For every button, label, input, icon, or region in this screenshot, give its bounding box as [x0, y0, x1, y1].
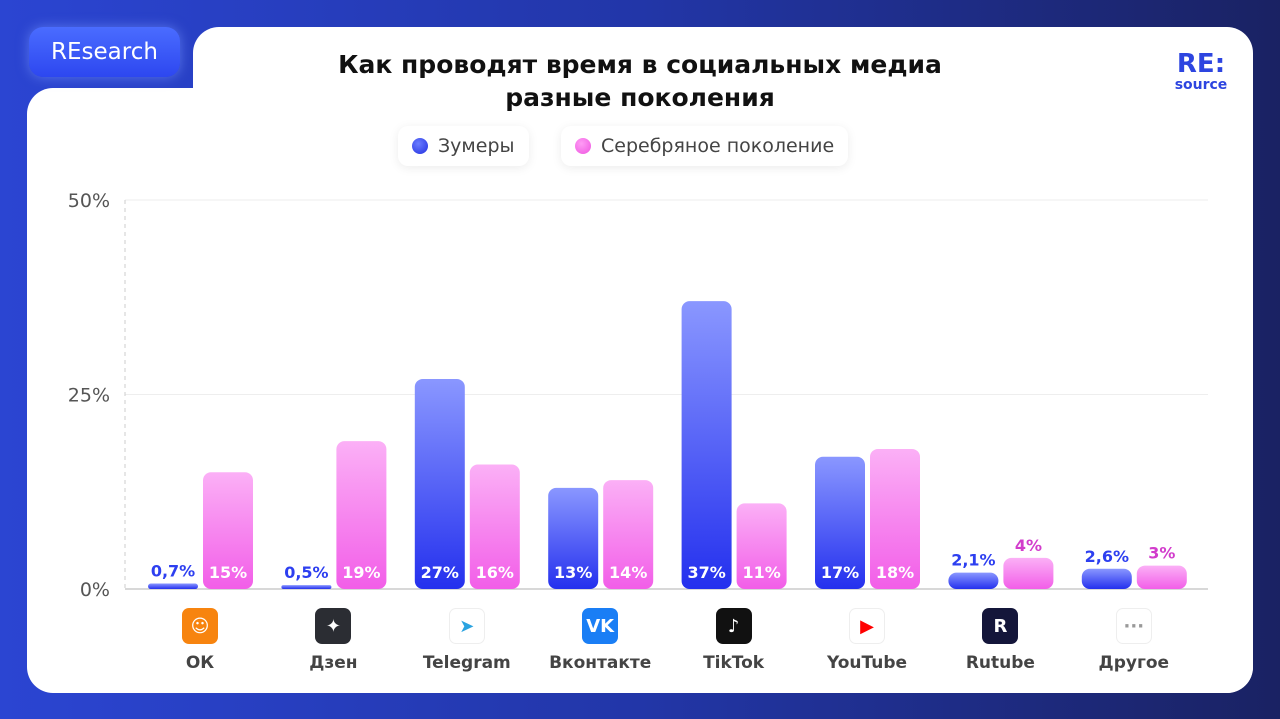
data-label: 0,5% [284, 563, 328, 582]
category-label: Дзен [309, 653, 358, 673]
bar-zoomers [1081, 568, 1132, 589]
bar-zoomers [281, 585, 332, 589]
card [27, 88, 1253, 693]
vk-icon: VK [582, 608, 619, 644]
tiktok-icon: ♪ [715, 608, 752, 644]
ok-icon: ☺ [182, 608, 218, 644]
category-label: YouTube [826, 653, 908, 673]
legend-label: Зумеры [438, 135, 515, 157]
data-label: 2,6% [1085, 547, 1129, 566]
more-icon: ··· [1115, 608, 1152, 644]
data-label: 18% [876, 563, 914, 582]
legend-dot [412, 138, 428, 154]
data-label: 15% [209, 563, 247, 582]
legend-item-silver: Серебряное поколение [561, 126, 849, 166]
bar-zoomers [815, 456, 865, 589]
dzen-icon: ✦ [315, 608, 352, 644]
bar-silver [203, 472, 253, 589]
data-label: 0,7% [151, 562, 195, 581]
logo-bottom: source [1174, 77, 1228, 93]
legend-dot [575, 138, 591, 154]
data-label: 19% [342, 563, 380, 582]
youtube-icon: ▶ [849, 608, 885, 644]
logo-top: RE: [1176, 49, 1226, 79]
data-label: 11% [742, 563, 780, 582]
category-label: Telegram [422, 653, 511, 673]
research-badge: REsearch [29, 27, 180, 77]
data-label: 4% [1015, 536, 1042, 555]
data-label: 13% [554, 563, 592, 582]
legend-label: Серебряное поколение [601, 135, 835, 157]
bar-silver [469, 464, 520, 589]
bar-zoomers [948, 572, 999, 589]
chart-title: Как проводят время в социальных медиа ра… [240, 48, 1040, 114]
telegram-icon: ➤ [448, 608, 485, 644]
data-label: 3% [1148, 544, 1175, 563]
bar-zoomers [148, 583, 198, 589]
data-label: 2,1% [951, 551, 995, 570]
category-label: Rutube [965, 653, 1035, 673]
title-line: разные поколения [505, 83, 775, 112]
bar-zoomers [414, 378, 465, 589]
category-label: TikTok [703, 653, 765, 673]
y-tick-label: 0% [80, 579, 110, 601]
category-label: Другое [1098, 653, 1170, 673]
category-label: Вконтакте [549, 653, 652, 673]
category-label: ОК [185, 653, 215, 673]
data-label: 16% [476, 563, 514, 582]
legend-item-zoomers: Зумеры [398, 126, 529, 166]
y-tick-label: 50% [68, 190, 110, 212]
y-tick-label: 25% [68, 385, 110, 407]
bar-silver [603, 480, 654, 589]
bar-zoomers [681, 301, 732, 589]
data-label: 37% [687, 563, 725, 582]
rutube-icon: R [982, 608, 1019, 644]
bar-silver [336, 441, 387, 589]
title-line: Как проводят время в социальных медиа [338, 50, 942, 79]
data-label: 14% [609, 563, 647, 582]
data-label: 27% [421, 563, 459, 582]
resource-logo: RE: source [1168, 50, 1234, 92]
data-label: 17% [821, 563, 859, 582]
bar-silver [1003, 557, 1054, 589]
bar-silver [736, 503, 787, 589]
bar-silver [1136, 565, 1187, 589]
bar-silver [870, 448, 920, 589]
bar-zoomers [548, 487, 599, 589]
